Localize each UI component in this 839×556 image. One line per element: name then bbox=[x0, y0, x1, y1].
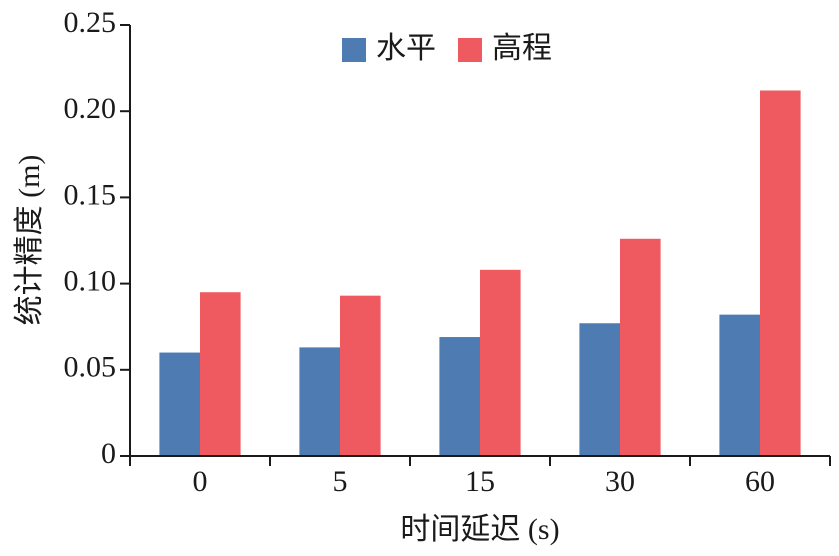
bar-水平-30 bbox=[579, 323, 620, 456]
bar-水平-0 bbox=[159, 352, 200, 456]
legend-swatch bbox=[342, 38, 366, 62]
x-axis: 0 5 15 30 60 bbox=[129, 455, 831, 498]
y-tick-label: 0 bbox=[101, 437, 116, 470]
bar-水平-60 bbox=[719, 314, 760, 456]
legend: 水平 高程 bbox=[342, 32, 552, 65]
y-tick-label: 0.25 bbox=[64, 6, 117, 39]
y-tick-label: 0.10 bbox=[64, 264, 117, 297]
legend-swatch bbox=[458, 38, 482, 62]
x-axis-title: 时间延迟 (s) bbox=[400, 513, 559, 546]
x-tick-label: 15 bbox=[465, 465, 495, 498]
y-axis: 0 0.05 0.10 0.15 0.20 0.25 bbox=[64, 6, 131, 470]
x-tick-label: 60 bbox=[745, 465, 775, 498]
x-tick-label: 5 bbox=[333, 465, 348, 498]
y-tick-label: 0.20 bbox=[64, 92, 117, 125]
y-tick-label: 0.05 bbox=[64, 351, 117, 384]
bar-高程-0 bbox=[200, 292, 241, 456]
y-tick-label: 0.15 bbox=[64, 178, 117, 211]
bar-高程-30 bbox=[620, 238, 661, 456]
bar-高程-5 bbox=[340, 295, 381, 456]
legend-label: 高程 bbox=[492, 32, 552, 65]
x-tick-label: 0 bbox=[193, 465, 208, 498]
y-axis-title: 统计精度 (m) bbox=[13, 155, 46, 326]
bars-layer bbox=[159, 90, 801, 457]
bar-水平-15 bbox=[439, 337, 480, 456]
x-tick-label: 30 bbox=[605, 465, 635, 498]
legend-label: 水平 bbox=[376, 32, 436, 65]
bar-高程-15 bbox=[480, 269, 521, 456]
bar-水平-5 bbox=[299, 347, 340, 456]
bar-高程-60 bbox=[760, 90, 801, 457]
